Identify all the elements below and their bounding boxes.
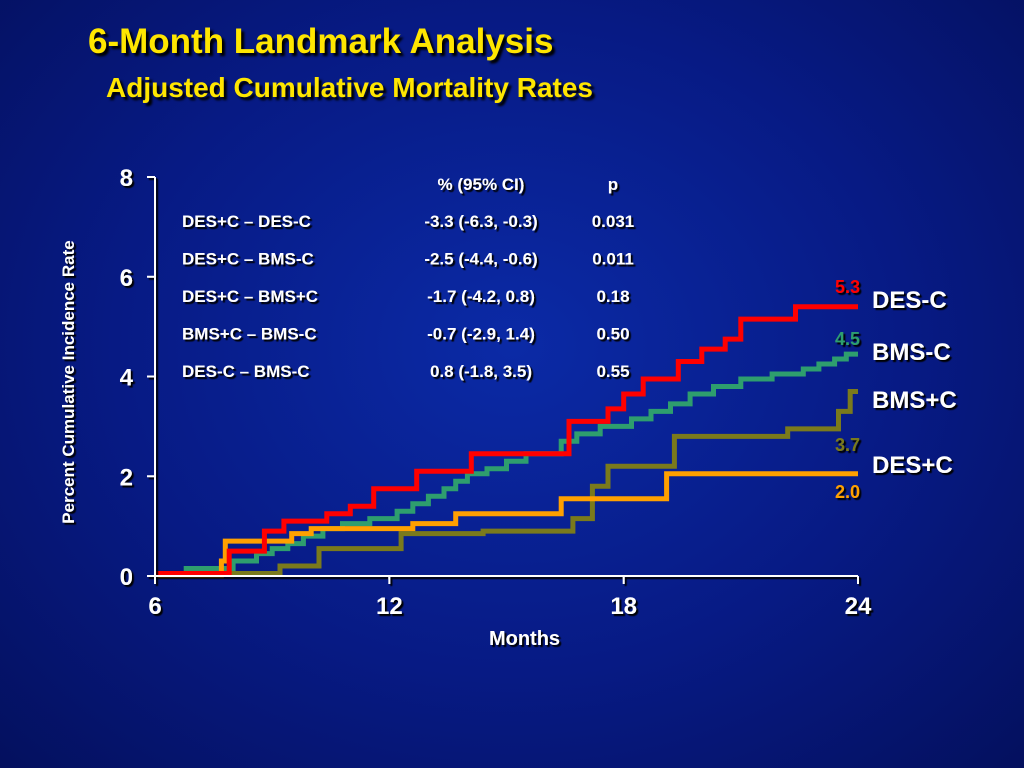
labels-layer: 5.3 4.5 3.7 2.0 DES-C BMS-C BMS+C DES+C xyxy=(835,277,957,502)
x-tick-label: 18 xyxy=(610,593,637,620)
table-cell: 0.011 xyxy=(592,250,634,269)
series-line-des-c xyxy=(155,471,858,579)
series-layer xyxy=(155,304,858,579)
series-name-label-des-c: DES-C xyxy=(872,287,947,314)
y-tick-label: 2 xyxy=(120,464,133,491)
x-tick-label: 6 xyxy=(148,593,161,620)
slide-title: 6-Month Landmark Analysis xyxy=(88,22,554,61)
y-tick-label: 4 xyxy=(120,365,134,392)
series-name-label-bms-c: BMS+C xyxy=(872,387,957,414)
table-header-cell: % (95% CI) xyxy=(438,175,525,194)
x-tick-label: 12 xyxy=(376,593,403,620)
y-tick-label: 6 xyxy=(120,265,133,292)
x-axis-label: Months xyxy=(489,628,560,650)
series-line-des-c xyxy=(155,304,858,576)
table-cell: DES+C – DES-C xyxy=(182,212,311,231)
end-value-label-bms-c: 4.5 xyxy=(835,329,860,349)
table-cell: -1.7 (-4.2, 0.8) xyxy=(427,287,535,306)
table-cell: -2.5 (-4.4, -0.6) xyxy=(424,250,537,269)
y-axis-label: Percent Cumulative Incidence Rate xyxy=(59,240,78,523)
table-cell: DES-C – BMS-C xyxy=(182,362,310,381)
x-tick-label: 24 xyxy=(845,593,872,620)
table-cell: 0.50 xyxy=(596,325,629,344)
end-value-label-des-c: 5.3 xyxy=(835,277,860,297)
table-cell: -3.3 (-6.3, -0.3) xyxy=(424,212,537,231)
table-cell: DES+C – BMS-C xyxy=(182,250,314,269)
series-line-bms-c xyxy=(155,351,858,576)
table-cell: 0.031 xyxy=(592,212,635,231)
end-value-label-bms-c: 3.7 xyxy=(835,435,860,455)
table-cell: -0.7 (-2.9, 1.4) xyxy=(427,325,535,344)
table-cell: 0.18 xyxy=(596,287,629,306)
table-header-cell: p xyxy=(608,175,618,194)
series-name-label-bms-c: BMS-C xyxy=(872,339,951,366)
table-cell: 0.55 xyxy=(596,362,629,381)
table-cell: 0.8 (-1.8, 3.5) xyxy=(430,362,532,381)
y-tick-label: 8 xyxy=(120,165,133,192)
end-value-label-des-c: 2.0 xyxy=(835,482,860,502)
table-cell: DES+C – BMS+C xyxy=(182,287,318,306)
slide-subtitle: Adjusted Cumulative Mortality Rates xyxy=(106,72,593,103)
table-cell: BMS+C – BMS-C xyxy=(182,325,317,344)
series-name-label-des-c: DES+C xyxy=(872,452,953,479)
series-line-bms-c xyxy=(155,389,858,576)
stats-table: % (95% CI) p DES+C – DES-C -3.3 (-6.3, -0.3… xyxy=(182,175,634,381)
y-tick-label: 0 xyxy=(120,564,133,591)
